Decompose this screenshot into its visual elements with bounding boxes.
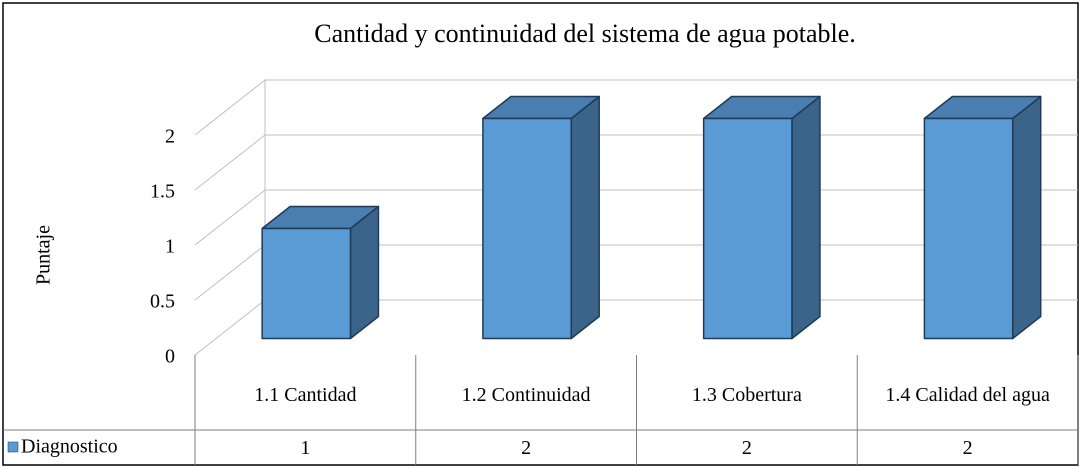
grid-line: [194, 134, 266, 191]
bar: [261, 227, 352, 340]
category-label: 1.4 Calidad del agua: [885, 383, 1050, 406]
grid-line: [194, 244, 266, 301]
legend-swatch: [7, 441, 19, 453]
table-value: 2: [741, 436, 752, 459]
y-tick-label: 2: [165, 126, 175, 148]
category-label: 1.1 Cantidad: [254, 383, 357, 406]
table-value: 1: [300, 436, 311, 459]
bar: [482, 117, 572, 340]
grid-line: [194, 189, 266, 246]
bar-side: [1011, 95, 1042, 340]
y-tick-label: 1.5: [150, 181, 175, 203]
grid-line: [194, 299, 266, 356]
y-tick-label: 0: [165, 346, 175, 368]
chart-title: Cantidad y continuidad del sistema de ag…: [314, 19, 856, 48]
bar: [923, 117, 1014, 340]
y-tick-label: 0.5: [150, 291, 175, 313]
y-axis-label: Puntaje: [33, 225, 55, 285]
bar-side: [349, 205, 380, 340]
grid-line: [194, 79, 266, 136]
bar-side: [570, 95, 600, 340]
table-value: 2: [521, 436, 532, 459]
legend-label: Diagnostico: [21, 436, 118, 458]
bar-side: [791, 95, 821, 340]
category-label: 1.2 Continuidad: [461, 383, 591, 406]
y-tick-label: 1: [165, 236, 175, 258]
bar: [702, 117, 793, 340]
category-label: 1.3 Cobertura: [691, 383, 802, 406]
table-value: 2: [962, 436, 973, 459]
